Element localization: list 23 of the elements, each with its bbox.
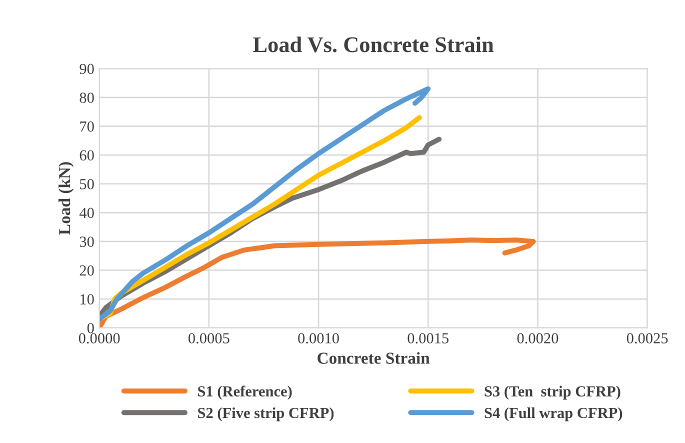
x-tick-label: 0.0025 <box>626 333 668 344</box>
chart-title: Load Vs. Concrete Strain <box>253 36 494 52</box>
x-tick-label: 0.0005 <box>188 333 230 344</box>
x-tick-label: 0.0010 <box>298 333 339 344</box>
y-tick-label: 90 <box>80 64 94 74</box>
legend-label: S3 (Ten strip CFRP) <box>484 386 620 400</box>
x-tick-label: 0.0015 <box>408 333 449 344</box>
y-tick-label: 0 <box>87 322 94 334</box>
legend-label: S4 (Full wrap CFRP) <box>484 407 622 422</box>
x-axis-title: Concrete Strain <box>318 352 430 364</box>
legend-label: S1 (Reference) <box>198 386 292 400</box>
y-tick-label: 40 <box>79 208 94 218</box>
y-axis-title: Load (kN) <box>58 162 74 235</box>
y-tick-label: 70 <box>80 121 94 132</box>
x-tick-label: 0.0020 <box>517 333 558 344</box>
y-tick-label: 80 <box>80 92 94 103</box>
y-tick-label: 10 <box>80 294 94 304</box>
legend-label: S2 (Five strip CFRP) <box>198 407 334 422</box>
x-tick-label: 0.0000 <box>78 333 120 344</box>
y-tick-label: 20 <box>80 265 94 276</box>
y-tick-label: 60 <box>80 150 94 160</box>
y-tick-label: 50 <box>80 178 94 190</box>
y-tick-label: 30 <box>80 236 94 247</box>
